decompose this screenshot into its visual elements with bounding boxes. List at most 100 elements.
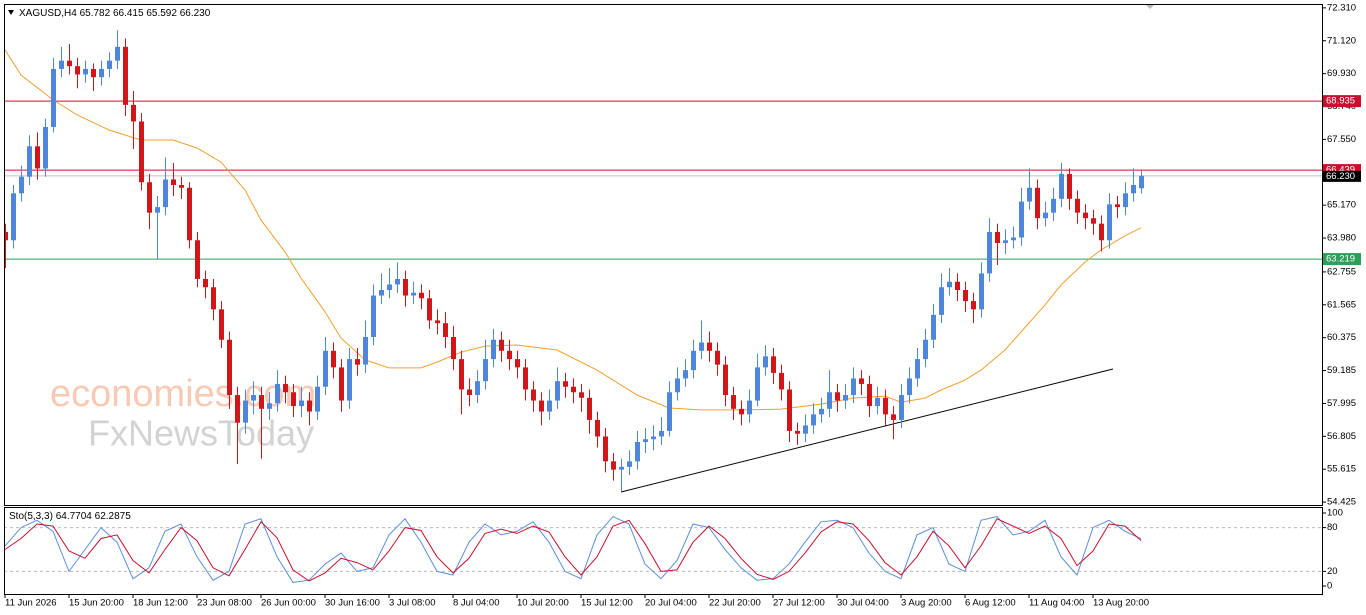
chart-header: XAGUSD,H4 65.782 66.415 65.592 66.230 (19, 8, 211, 19)
candle-body (931, 314, 936, 340)
candle-body (467, 389, 472, 396)
candle-body (235, 395, 240, 423)
x-tick-label: 23 Jun 08:00 (197, 598, 252, 609)
x-tick-label: 15 Jul 12:00 (581, 598, 633, 609)
y-tick-label: 80 (1327, 522, 1338, 533)
menu-arrow[interactable] (8, 10, 14, 15)
candle-body (1059, 173, 1064, 199)
x-tick-label: 22 Jul 20:00 (709, 598, 761, 609)
candle-body (811, 414, 816, 426)
candle-body (115, 46, 120, 61)
candle-body (955, 281, 960, 291)
x-tick-label: 30 Jun 16:00 (325, 598, 380, 609)
candle-body (627, 461, 632, 467)
candle-body (971, 301, 976, 310)
candle-body (675, 378, 680, 393)
candle-body (1099, 223, 1104, 241)
x-tick-label: 6 Aug 12:00 (965, 598, 1016, 609)
candle-body (555, 381, 560, 401)
candle-body (51, 68, 56, 127)
x-tick-label: 13 Aug 20:00 (1093, 598, 1149, 609)
candle-body (779, 372, 784, 390)
candle-body (139, 121, 144, 183)
candle-body (611, 461, 616, 470)
candle-body (387, 284, 392, 291)
x-tick-label: 8 Jul 04:00 (453, 598, 499, 609)
candle-body (1067, 173, 1072, 199)
candle-body (531, 389, 536, 401)
candle-body (923, 339, 928, 360)
low-value: 65.592 (146, 8, 177, 19)
candle-body (859, 378, 864, 384)
candle-body (875, 397, 880, 407)
candle-body (891, 414, 896, 420)
candle-body (171, 179, 176, 186)
candle-body (747, 400, 752, 415)
last-price-box (1323, 170, 1361, 182)
candle-body (787, 389, 792, 431)
candle-body (771, 356, 776, 373)
candle-body (283, 383, 288, 393)
candle-body (715, 350, 720, 365)
y-tick-label: 65.170 (1327, 200, 1356, 211)
y-tick-label: 71.120 (1327, 35, 1356, 46)
candle-body (619, 466, 624, 470)
candle-body (27, 146, 32, 177)
candle-body (699, 342, 704, 351)
candle-body (131, 104, 136, 122)
y-tick-label: 0 (1327, 581, 1332, 592)
axes: 72.31071.12069.93068.74067.55065.17063.9… (4, 2, 1361, 609)
y-tick-label: 61.565 (1327, 299, 1356, 310)
candle-body (315, 386, 320, 412)
d-value: 62.2875 (95, 511, 132, 522)
x-tick-label: 3 Jul 08:00 (389, 598, 435, 609)
x-tick-label: 20 Jul 04:00 (645, 598, 697, 609)
candle-body (203, 278, 208, 288)
candle-body (643, 439, 648, 442)
y-tick-label: 63.980 (1327, 233, 1356, 244)
candle-body (475, 381, 480, 396)
y-tick-label: 62.755 (1327, 266, 1356, 277)
y-tick-label: 72.310 (1327, 2, 1356, 13)
candle-body (603, 436, 608, 462)
candle-body (1123, 193, 1128, 208)
x-tick-label: 15 Jun 20:00 (69, 598, 124, 609)
candle-body (35, 146, 40, 169)
candle-body (1003, 240, 1008, 244)
candle-body (1035, 187, 1040, 219)
candle-body (291, 392, 296, 407)
candle-body (179, 185, 184, 188)
candle-body (163, 179, 168, 208)
candle-body (651, 436, 656, 440)
candle-body (155, 207, 160, 213)
x-tick-label: 11 Jun 2026 (5, 598, 57, 609)
candle-body (579, 392, 584, 398)
candle-body (827, 392, 832, 409)
x-tick-label: 11 Aug 04:00 (1029, 598, 1084, 609)
candle-body (363, 336, 368, 365)
candle-body (851, 378, 856, 396)
candle-body (539, 400, 544, 412)
oscillator-header: Sto(5,3,3) 64.7704 62.2875 (9, 511, 131, 522)
candle-body (1043, 212, 1048, 219)
open-value: 65.782 (80, 8, 111, 19)
y-tick-label: 60.375 (1327, 332, 1356, 343)
candle-body (731, 395, 736, 409)
x-tick-label: 10 Jul 20:00 (517, 598, 569, 609)
shift-marker[interactable] (1146, 5, 1154, 9)
candle-body (515, 359, 520, 368)
candle-body (635, 441, 640, 462)
candle-body (59, 60, 64, 69)
y-tick-label: 100 (1327, 508, 1343, 519)
oscillator-plot (4, 515, 1322, 583)
candle-body (499, 339, 504, 351)
candle-body (435, 320, 440, 324)
oscillator-line (4, 515, 1142, 583)
candle-body (883, 397, 888, 415)
candle-body (275, 383, 280, 404)
candle-body (867, 383, 872, 407)
candle-body (987, 231, 992, 274)
candle-body (83, 68, 88, 75)
